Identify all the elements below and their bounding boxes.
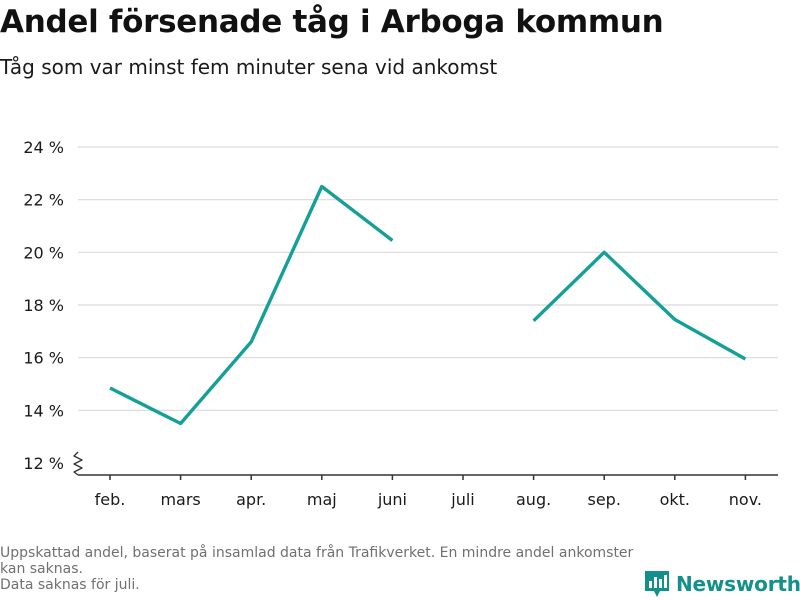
x-tick-label: okt. <box>660 490 690 509</box>
line-chart: 12 % 14 % 16 % 18 % 20 % 22 % 24 % feb. mars apr… <box>23 138 778 509</box>
x-axis-labels: feb. mars apr. maj juni juli aug. sep. okt. nov. <box>95 490 762 509</box>
footnote-missing: Data saknas för juli. <box>0 577 140 593</box>
x-tick-label: nov. <box>729 490 762 509</box>
axis-break-mark <box>73 451 83 476</box>
brand-logo: Newsworthy <box>644 568 800 600</box>
y-tick-label: 22 % <box>23 191 64 210</box>
x-tick-label: juli <box>450 490 474 509</box>
chart-subtitle: Tåg som var minst fem minuter sena vid a… <box>0 55 498 79</box>
x-axis <box>73 451 778 480</box>
x-tick-label: aug. <box>516 490 551 509</box>
series-line-segment <box>109 184 394 426</box>
x-tick-label: sep. <box>587 490 620 509</box>
series-line-segment <box>532 250 747 361</box>
series-lines <box>109 184 747 426</box>
y-axis-labels: 12 % 14 % 16 % 18 % 20 % 22 % 24 % <box>23 138 64 473</box>
y-tick-label: 12 % <box>23 454 64 473</box>
y-tick-label: 24 % <box>23 138 64 157</box>
brand-name: Newsworthy <box>676 572 800 596</box>
x-tick-label: maj <box>307 490 337 509</box>
footnote: Uppskattad andel, baserat på insamlad da… <box>0 545 640 593</box>
x-tick-label: feb. <box>95 490 126 509</box>
x-tick-label: mars <box>160 490 200 509</box>
chart-title: Andel försenade tåg i Arboga kommun <box>0 4 664 40</box>
y-tick-label: 18 % <box>23 296 64 315</box>
x-tick-label: juni <box>377 490 407 509</box>
x-tick-label: apr. <box>236 490 266 509</box>
footnote-source: Uppskattad andel, baserat på insamlad da… <box>0 545 634 577</box>
y-tick-label: 16 % <box>23 349 64 368</box>
y-tick-label: 14 % <box>23 401 64 420</box>
grid-lines <box>78 146 778 411</box>
newsworthy-logo-icon <box>645 571 669 597</box>
y-tick-label: 20 % <box>23 243 64 262</box>
